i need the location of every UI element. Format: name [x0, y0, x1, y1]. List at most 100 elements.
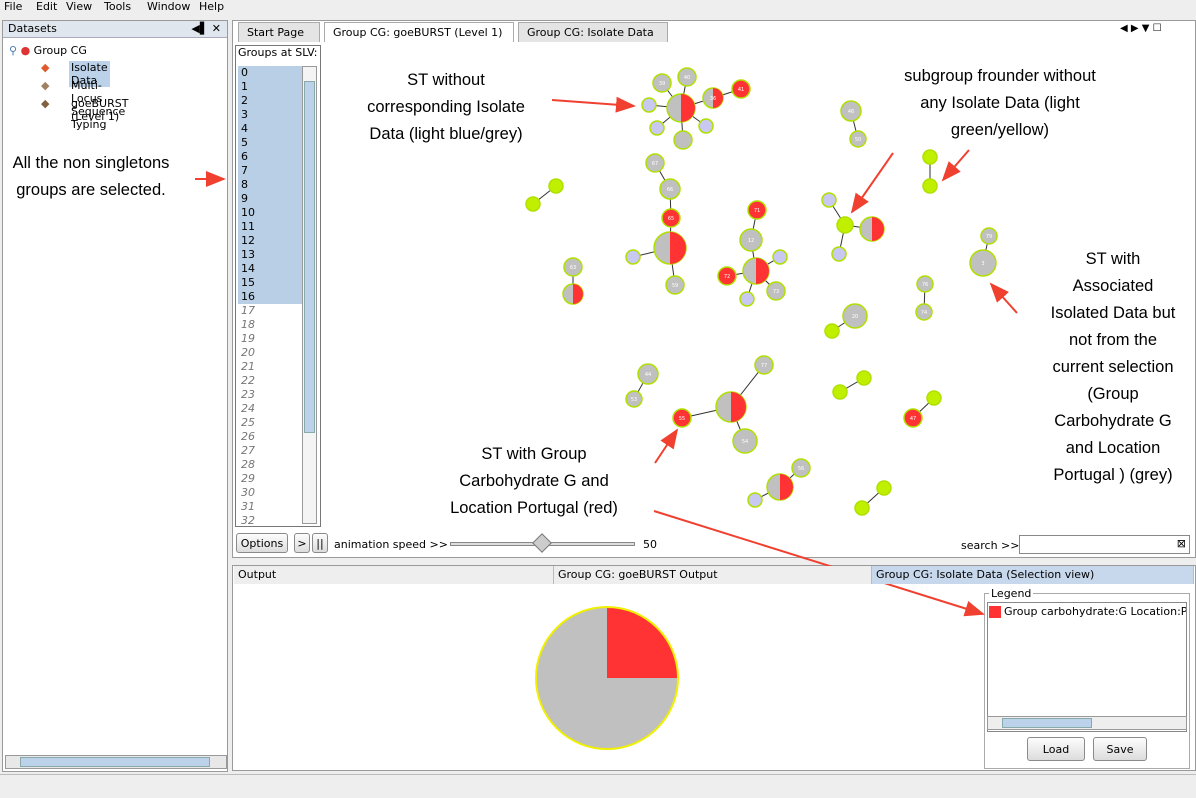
annotation-line: Associated: [1072, 277, 1154, 295]
tab[interactable]: Start Page: [238, 22, 320, 42]
tab[interactable]: Group CG: goeBURST (Level 1): [324, 22, 514, 42]
menu-item[interactable]: Window: [147, 0, 191, 13]
annotation-line: green/yellow): [950, 121, 1050, 139]
tab-controls[interactable]: ◀ ▶ ▼ ☐: [1120, 23, 1162, 34]
scrollbar[interactable]: [302, 66, 317, 524]
groups-title: Groups at SLV:: [238, 46, 318, 59]
annotation-line: any Isolate Data (light: [920, 94, 1080, 112]
scrollbar[interactable]: [987, 716, 1187, 730]
pause-button[interactable]: ||: [312, 533, 328, 553]
group-item[interactable]: 12: [238, 234, 302, 248]
group-item[interactable]: 8: [238, 178, 302, 192]
annotation-line: and Location: [1065, 439, 1161, 457]
tree-root-label: Group CG: [33, 44, 87, 57]
annotation-line: ST with Group: [481, 445, 587, 463]
legend-swatch: [989, 606, 1001, 618]
load-button[interactable]: Load: [1027, 737, 1085, 761]
tree-icon: ◆: [41, 61, 50, 74]
group-item[interactable]: 21: [241, 360, 255, 373]
group-item[interactable]: 20: [241, 346, 255, 359]
group-item[interactable]: 7: [238, 164, 302, 178]
annotation-line: Data (light blue/grey): [369, 125, 523, 143]
annotation-line: current selection: [1052, 358, 1174, 376]
play-button[interactable]: >: [294, 533, 310, 553]
annotation-line: ST without: [407, 71, 485, 89]
group-item[interactable]: 4: [238, 122, 302, 136]
annotation-line: Isolated Data but: [1050, 304, 1176, 322]
group-item[interactable]: 0: [238, 66, 302, 80]
tree-icon: ◆: [41, 97, 50, 110]
group-item[interactable]: 22: [241, 374, 255, 387]
annotation-line: Location Portugal (red): [450, 499, 618, 517]
annotation-line: Carbohydrate G and: [459, 472, 609, 490]
group-item[interactable]: 10: [238, 206, 302, 220]
annotation-line: ST with: [1085, 250, 1141, 268]
speed-value: 50: [643, 538, 657, 551]
group-item[interactable]: 5: [238, 136, 302, 150]
group-item[interactable]: 32: [241, 514, 255, 526]
group-item[interactable]: 31: [241, 500, 255, 513]
group-item[interactable]: 30: [241, 486, 255, 499]
tree-item[interactable]: Isolate Data: [69, 61, 110, 87]
groups-list: Groups at SLV: 0 1 2 3 4 5 6 7 8 9 10 11 12 13 14 15 16 1…: [235, 45, 321, 527]
menu-item[interactable]: File: [4, 0, 23, 13]
menu-item[interactable]: Tools: [104, 0, 132, 13]
legend-title: Legend: [989, 587, 1034, 600]
status-bar: [0, 774, 1196, 798]
menu-item[interactable]: View: [66, 0, 93, 13]
tree-item[interactable]: goeBURST (Level 1): [71, 97, 129, 123]
group-item[interactable]: 11: [238, 220, 302, 234]
annotation-line: (Group: [1087, 385, 1139, 403]
bottom-tab[interactable]: Output: [234, 566, 554, 584]
group-item[interactable]: 26: [241, 430, 255, 443]
group-item[interactable]: 24: [241, 402, 255, 415]
group-item[interactable]: 28: [241, 458, 255, 471]
group-item[interactable]: 14: [238, 262, 302, 276]
tree-icon: ◆: [41, 79, 50, 92]
search-input[interactable]: ⊠: [1019, 535, 1190, 554]
annotation-line: All the non singletons: [12, 154, 170, 172]
menu-item[interactable]: Edit: [36, 0, 58, 13]
save-button[interactable]: Save: [1093, 737, 1147, 761]
search-label: search >>: [961, 539, 1020, 552]
graph-panel: [232, 20, 1196, 558]
group-item[interactable]: 9: [238, 192, 302, 206]
group-item[interactable]: 15: [238, 276, 302, 290]
group-item[interactable]: 18: [241, 318, 255, 331]
annotation-line: subgroup frounder without: [904, 67, 1096, 85]
panel-title: Datasets: [8, 22, 57, 35]
group-item[interactable]: 19: [241, 332, 255, 345]
options-button[interactable]: Options: [236, 533, 288, 553]
panel-header: Datasets ◀▌ ✕: [3, 21, 227, 38]
annotation-line: Carbohydrate G: [1054, 412, 1172, 430]
group-item[interactable]: 27: [241, 444, 255, 457]
group-item[interactable]: 6: [238, 150, 302, 164]
group-item[interactable]: 25: [241, 416, 255, 429]
bottom-tab[interactable]: Group CG: goeBURST Output: [554, 566, 872, 584]
menu-bar: File Edit View Tools Window Help: [0, 0, 1196, 15]
datasets-panel: Datasets ◀▌ ✕ ⚲ ● Group CG ◆ Isolate Data ◆…: [2, 20, 228, 772]
legend-box: Legend Group carbohydrate:G Location:Po …: [984, 587, 1190, 769]
menu-item[interactable]: Help: [199, 0, 225, 13]
group-item[interactable]: 17: [241, 304, 255, 317]
group-item[interactable]: 2: [238, 94, 302, 108]
group-item[interactable]: 13: [238, 248, 302, 262]
tree-item[interactable]: Multi-Locus Sequence Typing: [71, 79, 126, 131]
group-item[interactable]: 3: [238, 108, 302, 122]
group-item[interactable]: 16: [238, 290, 302, 304]
group-item[interactable]: 29: [241, 472, 255, 485]
annotation-line: not from the: [1068, 331, 1158, 349]
scrollbar[interactable]: [5, 755, 227, 769]
legend-list: Group carbohydrate:G Location:Po: [987, 602, 1187, 732]
annotation-line: groups are selected.: [16, 181, 166, 199]
tab[interactable]: Group CG: Isolate Data: [518, 22, 668, 42]
annotation-line: corresponding Isolate: [367, 98, 525, 116]
group-item[interactable]: 23: [241, 388, 255, 401]
groups-items: 0 1 2 3 4 5 6 7 8 9 10 11 12 13 14 15 16 17 18 19 20 21 22 23 24…: [238, 66, 302, 526]
group-item[interactable]: 1: [238, 80, 302, 94]
tree-root[interactable]: ⚲ ● Group CG: [9, 44, 87, 57]
bottom-tab[interactable]: Group CG: Isolate Data (Selection view): [872, 566, 1194, 584]
animation-label: animation speed >>: [334, 538, 448, 551]
annotation-line: Portugal ) (grey): [1053, 466, 1173, 484]
